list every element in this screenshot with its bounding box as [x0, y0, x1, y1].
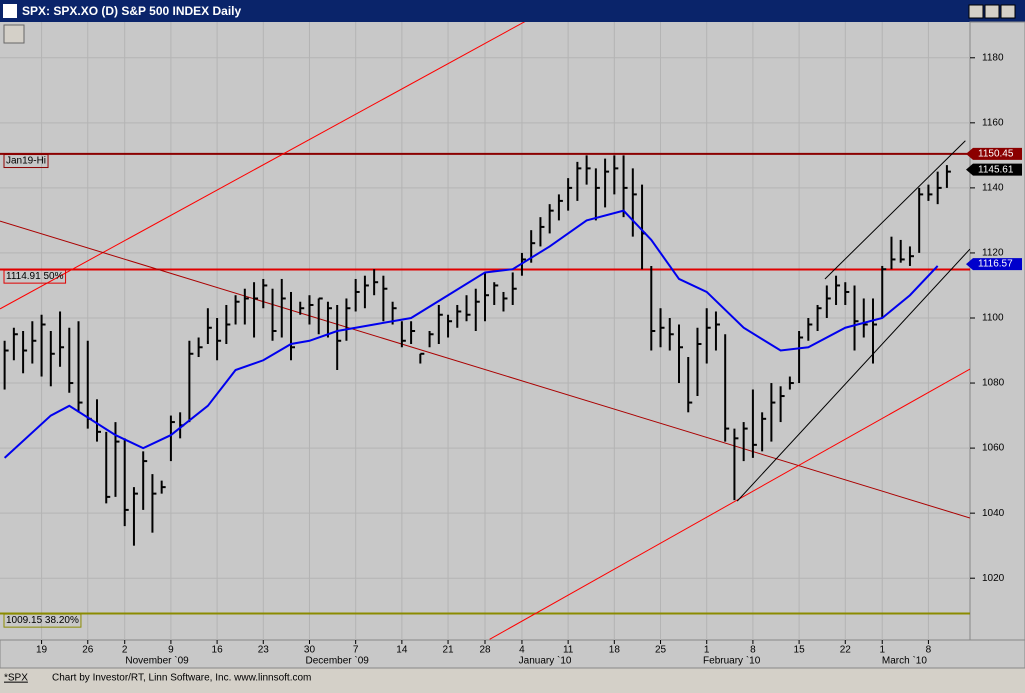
maximize-button[interactable] [984, 4, 1000, 19]
y-tick-label: 1100 [982, 313, 1004, 324]
x-tick-label: 14 [396, 645, 408, 656]
x-tick-label: 4 [519, 645, 525, 656]
x-tick-label: 19 [36, 645, 48, 656]
x-tick-label: 16 [212, 645, 224, 656]
x-tick-label: 28 [479, 645, 491, 656]
month-label: March `10 [882, 655, 927, 667]
y-tick-label: 1060 [982, 443, 1005, 454]
level-label-box [3, 154, 49, 169]
price-tag [966, 147, 1022, 160]
x-tick-label: 9 [168, 645, 174, 656]
trendline [736, 248, 970, 502]
settings-button[interactable] [3, 24, 25, 44]
moving-average-line [3, 209, 939, 459]
y-tick-label: 1140 [982, 183, 1004, 194]
x-tick-label: 21 [442, 645, 454, 656]
x-tick-label: 18 [609, 645, 621, 656]
title-bar [0, 0, 1025, 22]
trendline [0, 22, 526, 310]
x-tick-label: 30 [304, 645, 316, 656]
x-tick-label: 26 [82, 645, 94, 656]
app-icon [3, 4, 17, 18]
level-label: 1114.91 50% [6, 271, 64, 282]
x-tick-label: 8 [926, 645, 932, 656]
x-tick-label: 1 [704, 645, 710, 656]
minimize-button[interactable] [968, 4, 984, 19]
x-tick-label: 22 [840, 645, 852, 656]
level-label: Jan19-Hi [6, 156, 46, 167]
x-tick-label: 2 [122, 645, 128, 656]
month-label: December `09 [306, 655, 370, 667]
x-tick-label: 25 [655, 645, 667, 656]
y-tick-label: 1160 [982, 117, 1004, 128]
level-label: 1009.15 38.20% [6, 615, 79, 626]
window-title: SPX: SPX.XO (D) S&P 500 INDEX Daily [22, 4, 242, 18]
x-tick-label: 7 [353, 645, 359, 656]
trendline [824, 140, 966, 280]
y-tick-label: 1180 [982, 52, 1004, 63]
price-tag [966, 258, 1022, 271]
x-tick-label: 11 [563, 645, 574, 656]
x-tick-label: 15 [794, 645, 806, 656]
month-label: February `10 [703, 655, 761, 667]
price-tag-label: 1145.61 [978, 164, 1014, 175]
x-axis-area [0, 639, 1025, 669]
y-tick-label: 1040 [982, 508, 1005, 519]
level-label-box [3, 613, 82, 628]
trendline [0, 220, 970, 519]
price-tag [966, 163, 1022, 176]
status-symbol: *SPX [4, 673, 28, 684]
plot-content [0, 22, 970, 640]
x-tick-label: 1 [879, 645, 885, 656]
price-tag-label: 1116.57 [978, 259, 1013, 270]
y-tick-label: 1020 [982, 573, 1005, 584]
y-axis-area [969, 21, 1025, 641]
price-tag-label: 1150.45 [978, 149, 1014, 160]
x-tick-label: 8 [750, 645, 756, 656]
month-label: January `10 [519, 655, 572, 667]
level-label-box [3, 269, 67, 284]
trendline [489, 368, 970, 640]
x-tick-label: 23 [258, 645, 270, 656]
close-button[interactable] [1000, 4, 1016, 19]
status-text: Chart by Investor/RT, Linn Software, Inc… [52, 673, 311, 684]
y-tick-label: 1120 [982, 248, 1004, 259]
y-tick-label: 1080 [982, 378, 1005, 389]
month-label: November `09 [125, 655, 189, 667]
